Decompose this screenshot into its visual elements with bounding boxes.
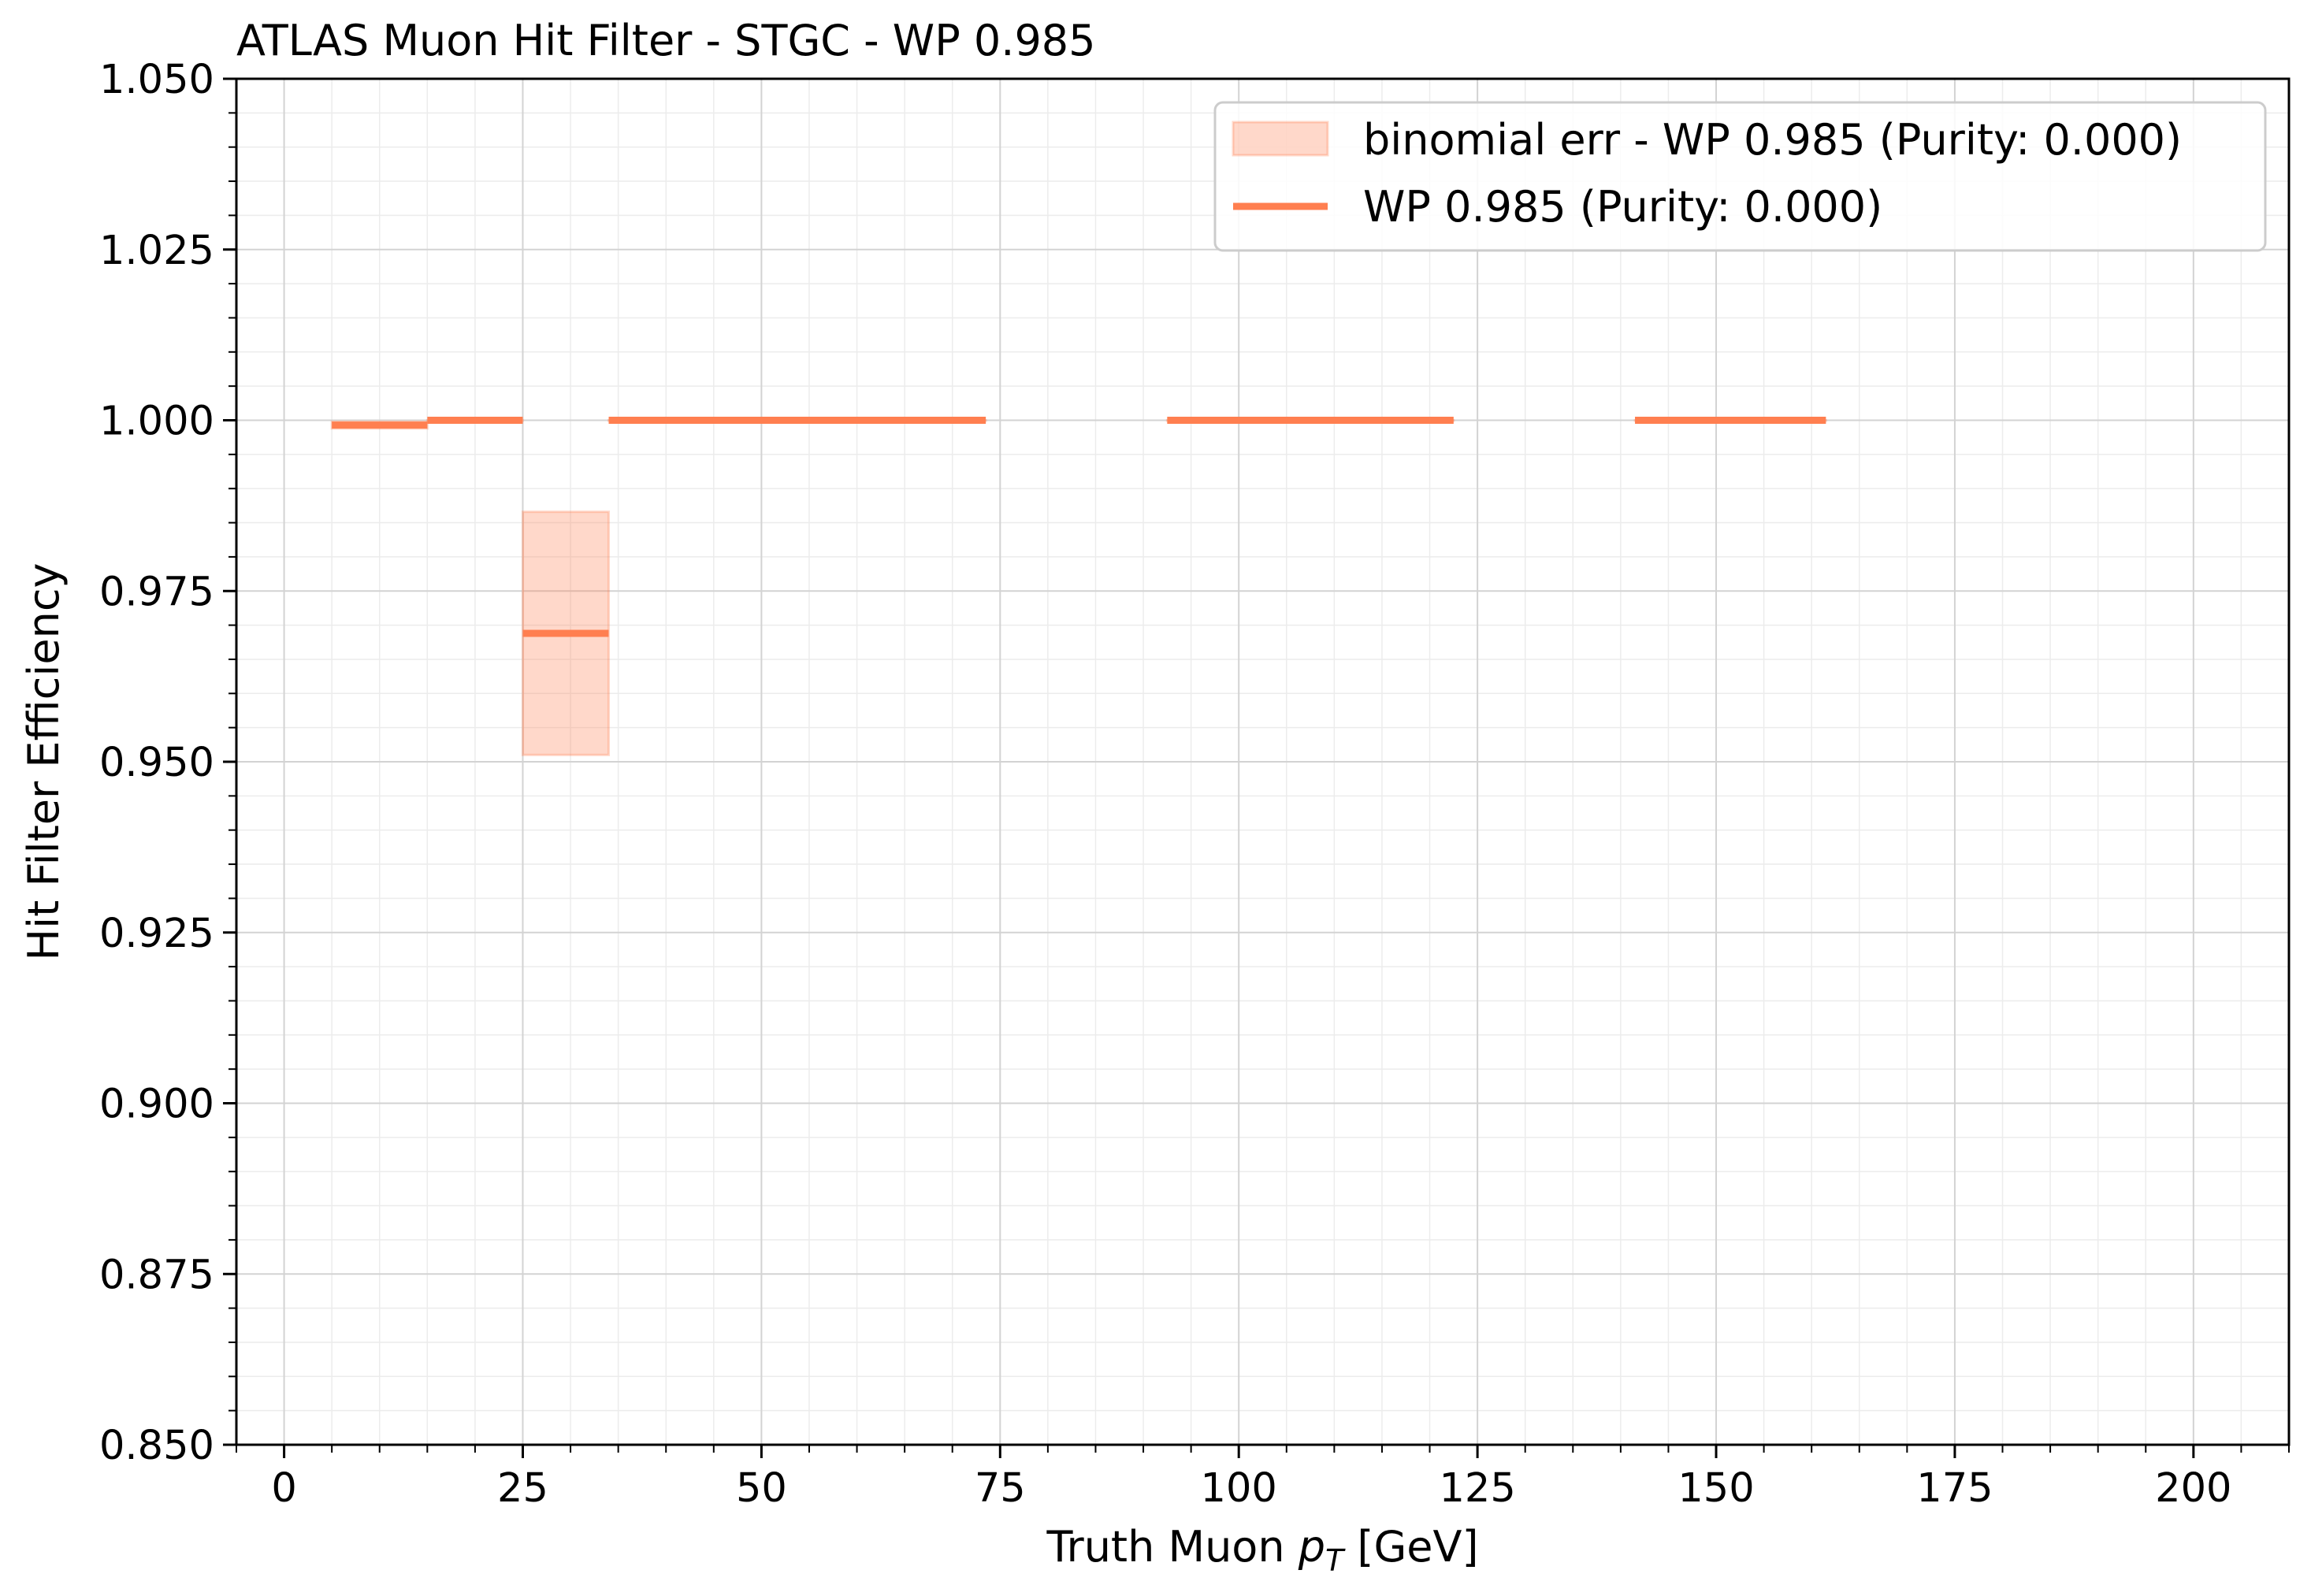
x-tick-label: 50 — [736, 1465, 787, 1512]
x-axis-label-main: Truth Muon — [1046, 1522, 1298, 1572]
x-tick-label: 75 — [975, 1465, 1026, 1512]
x-tick-label: 100 — [1201, 1465, 1277, 1512]
efficiency-steps — [332, 417, 1826, 637]
legend-box — [1213, 101, 2267, 252]
y-tick-label: 0.850 — [99, 1423, 214, 1469]
y-tick-label: 0.950 — [99, 740, 214, 786]
x-tick-label: 0 — [271, 1465, 296, 1512]
x-tick-label: 175 — [1916, 1465, 1993, 1512]
x-tick-label: 125 — [1439, 1465, 1515, 1512]
x-tick-label: 200 — [2155, 1465, 2231, 1512]
x-axis-label: Truth Muon pT [GeV] — [1046, 1522, 1478, 1578]
x-axis-ticks: 0 25 50 75 100 125 150 175 200 — [236, 1445, 2290, 1512]
y-tick-label: 0.925 — [99, 911, 214, 957]
y-axis-ticks: 0.850 0.875 0.900 0.925 0.950 0.975 1.000 1.025… — [99, 57, 236, 1469]
legend-band-swatch — [1232, 121, 1329, 157]
x-tick-label: 150 — [1678, 1465, 1754, 1512]
legend-line-label: WP 0.985 (Purity: 0.000) — [1363, 182, 1882, 232]
y-tick-label: 1.050 — [99, 57, 214, 103]
y-tick-label: 0.875 — [99, 1252, 214, 1298]
legend: binomial err - WP 0.985 (Purity: 0.000) … — [1213, 101, 2267, 252]
y-tick-label: 1.000 — [99, 399, 214, 445]
x-axis-label-math: p — [1298, 1522, 1325, 1572]
y-tick-label: 0.975 — [99, 569, 214, 615]
y-tick-label: 1.025 — [99, 228, 214, 274]
x-tick-label: 25 — [497, 1465, 548, 1512]
legend-band-label: binomial err - WP 0.985 (Purity: 0.000) — [1363, 115, 2182, 165]
x-axis-label-sub: T — [1325, 1543, 1346, 1578]
y-tick-label: 0.900 — [99, 1082, 214, 1128]
y-axis-label: Hit Filter Efficiency — [19, 563, 69, 961]
chart-title: ATLAS Muon Hit Filter - STGC - WP 0.985 — [236, 16, 1096, 65]
error-bands — [330, 419, 1827, 756]
x-axis-label-unit: [GeV] — [1343, 1522, 1478, 1572]
